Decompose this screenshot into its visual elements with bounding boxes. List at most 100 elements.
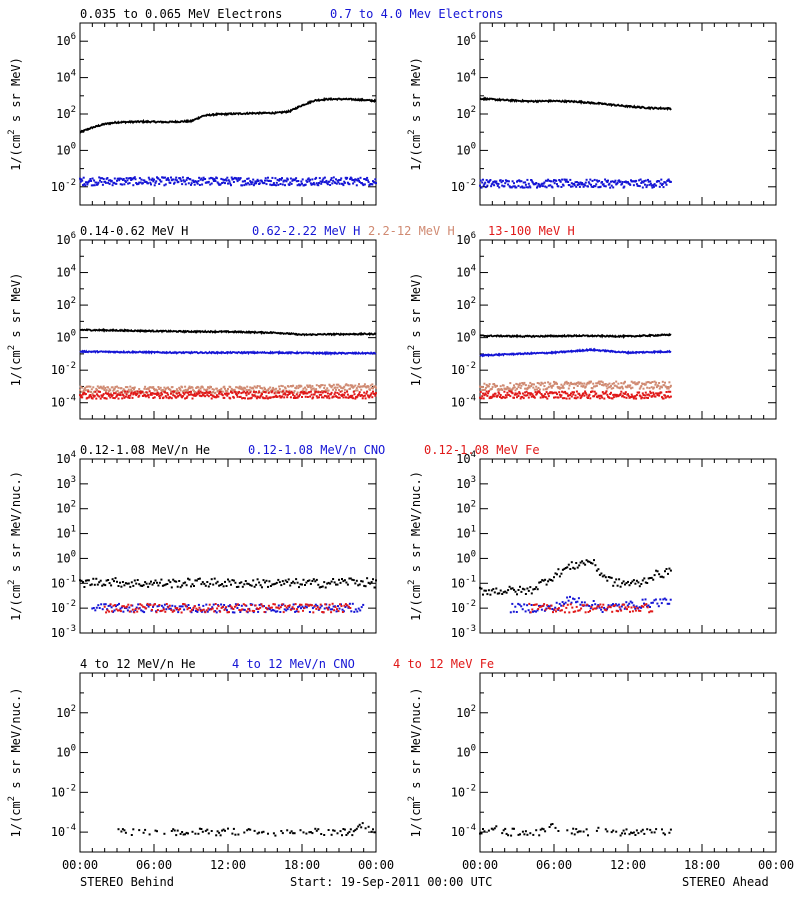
- data-point: [346, 583, 349, 586]
- data-point: [248, 397, 251, 400]
- data-point: [87, 396, 90, 399]
- data-point: [97, 181, 100, 184]
- data-point: [517, 386, 520, 389]
- data-point: [244, 397, 246, 400]
- data-point: [632, 180, 635, 183]
- data-point: [644, 581, 647, 584]
- data-point: [561, 178, 564, 181]
- data-point: [273, 392, 276, 395]
- data-point: [102, 583, 105, 586]
- data-point: [603, 606, 606, 609]
- data-point: [635, 397, 638, 400]
- data-point: [110, 393, 113, 396]
- data-point: [264, 177, 267, 180]
- data-point: [184, 388, 187, 391]
- data-point: [114, 604, 116, 607]
- data-point: [554, 396, 557, 399]
- data-point: [181, 183, 184, 186]
- data-point: [243, 608, 246, 611]
- data-point: [359, 385, 362, 388]
- data-point: [348, 602, 351, 605]
- data-point: [115, 395, 118, 398]
- data-point: [483, 394, 486, 397]
- data-point: [358, 383, 360, 386]
- data-point: [564, 392, 567, 395]
- data-point: [621, 181, 624, 183]
- data-point: [558, 179, 561, 182]
- data-point: [553, 576, 555, 579]
- data-point: [240, 581, 243, 584]
- data-point: [297, 606, 300, 609]
- data-point: [147, 396, 150, 399]
- data-point: [580, 601, 583, 604]
- data-point: [155, 392, 158, 395]
- y-tick-label: 100: [56, 744, 76, 760]
- data-point: [561, 385, 564, 388]
- data-point: [513, 588, 515, 591]
- data-point: [141, 585, 144, 587]
- data-point: [564, 601, 567, 604]
- data-point: [555, 610, 557, 613]
- data-point: [483, 830, 486, 833]
- data-point: [534, 603, 537, 606]
- data-point: [121, 828, 124, 831]
- data-point: [235, 604, 238, 607]
- data-point: [187, 182, 190, 185]
- data-point: [669, 180, 672, 183]
- data-point: [91, 177, 94, 180]
- data-point: [642, 394, 645, 396]
- data-point: [370, 830, 373, 833]
- data-point: [563, 397, 566, 400]
- data-point: [495, 180, 498, 183]
- data-point: [643, 577, 646, 580]
- data-point: [320, 182, 323, 185]
- data-point: [86, 183, 89, 186]
- data-point: [115, 390, 118, 393]
- x-tick-label: 00:00: [358, 858, 394, 872]
- data-point: [576, 600, 579, 603]
- data-point: [658, 394, 661, 397]
- data-point: [86, 579, 89, 582]
- data-point: [491, 386, 494, 389]
- data-point: [575, 181, 578, 183]
- data-point: [579, 561, 582, 564]
- data-point: [480, 186, 483, 189]
- data-point: [345, 834, 348, 836]
- data-point: [182, 179, 185, 182]
- data-point: [260, 603, 263, 606]
- legend-label: 0.12-1.08 MeV Fe: [424, 443, 540, 457]
- y-tick-label: 10-2: [451, 178, 476, 194]
- data-point: [280, 178, 283, 181]
- data-point: [286, 608, 289, 611]
- data-point: [662, 397, 665, 400]
- data-point: [635, 394, 638, 396]
- data-point: [318, 384, 320, 387]
- data-point: [591, 390, 594, 393]
- data-point: [315, 578, 318, 581]
- data-point: [103, 603, 106, 606]
- data-point: [181, 584, 184, 587]
- data-point: [513, 185, 516, 188]
- data-point: [626, 608, 628, 611]
- data-point: [516, 396, 518, 399]
- data-point: [600, 394, 603, 397]
- data-point: [360, 182, 363, 184]
- data-point: [490, 185, 493, 188]
- data-point: [333, 393, 336, 396]
- data-point: [479, 179, 482, 182]
- data-point: [208, 392, 211, 395]
- data-point: [604, 383, 607, 385]
- data-point: [218, 831, 221, 834]
- data-point: [334, 182, 337, 184]
- data-point: [206, 388, 209, 391]
- data-point: [174, 605, 177, 608]
- data-point: [557, 568, 560, 571]
- data-point: [292, 603, 295, 606]
- data-point: [320, 604, 323, 607]
- data-point: [104, 397, 107, 400]
- data-point: [175, 580, 178, 583]
- data-point: [204, 389, 207, 392]
- data-point: [506, 179, 509, 182]
- data-point: [222, 828, 225, 831]
- data-point: [349, 607, 352, 609]
